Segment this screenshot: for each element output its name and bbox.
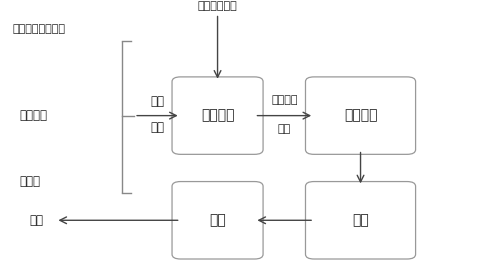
Text: 烘干: 烘干 [352, 213, 369, 227]
Text: 丙烯酸及其盐: 丙烯酸及其盐 [198, 1, 238, 11]
FancyBboxPatch shape [305, 77, 415, 154]
Text: 搅拌均匀: 搅拌均匀 [201, 109, 234, 123]
Text: 通氮: 通氮 [278, 124, 291, 134]
FancyBboxPatch shape [172, 77, 263, 154]
Text: 接枝聚合: 接枝聚合 [344, 109, 377, 123]
Text: 水浴加热: 水浴加热 [271, 95, 297, 105]
Text: 羧甲基马铃薯淀粉: 羧甲基马铃薯淀粉 [12, 24, 65, 34]
Text: 粉碎: 粉碎 [209, 213, 226, 227]
Text: 氧化: 氧化 [151, 95, 164, 108]
Text: 去离子水: 去离子水 [20, 109, 48, 122]
Text: 产品: 产品 [30, 214, 43, 227]
Text: 双氧水: 双氧水 [20, 175, 41, 187]
FancyBboxPatch shape [305, 181, 415, 259]
Text: 一锅: 一锅 [151, 121, 164, 134]
FancyBboxPatch shape [172, 181, 263, 259]
